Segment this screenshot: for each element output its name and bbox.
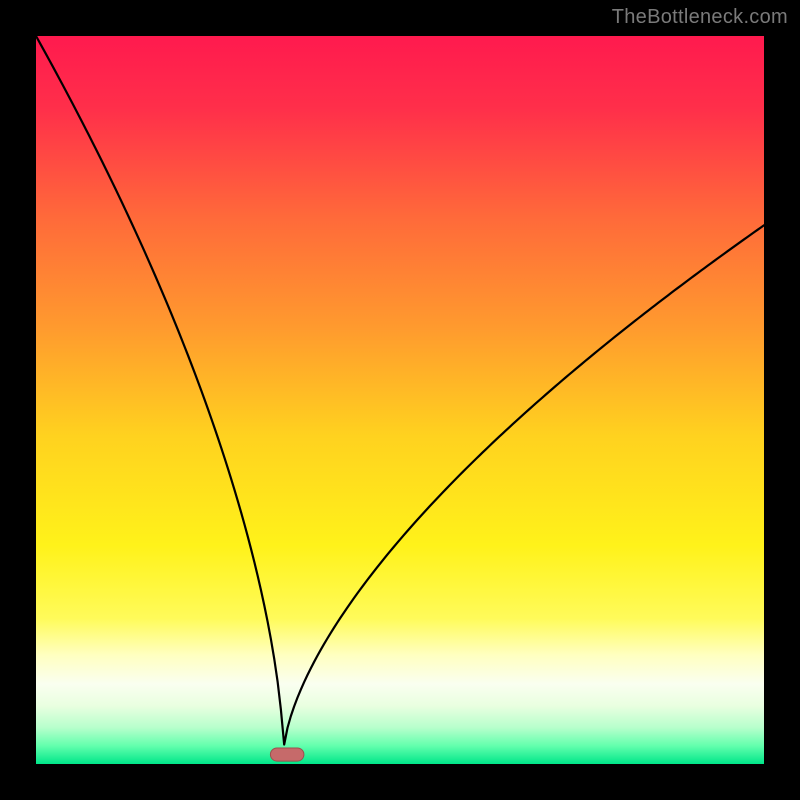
watermark-text: TheBottleneck.com bbox=[612, 6, 788, 29]
plot-background bbox=[36, 36, 764, 764]
optimum-marker bbox=[270, 748, 303, 761]
chart-container: TheBottleneck.com bbox=[0, 0, 800, 800]
bottleneck-chart bbox=[0, 0, 800, 800]
